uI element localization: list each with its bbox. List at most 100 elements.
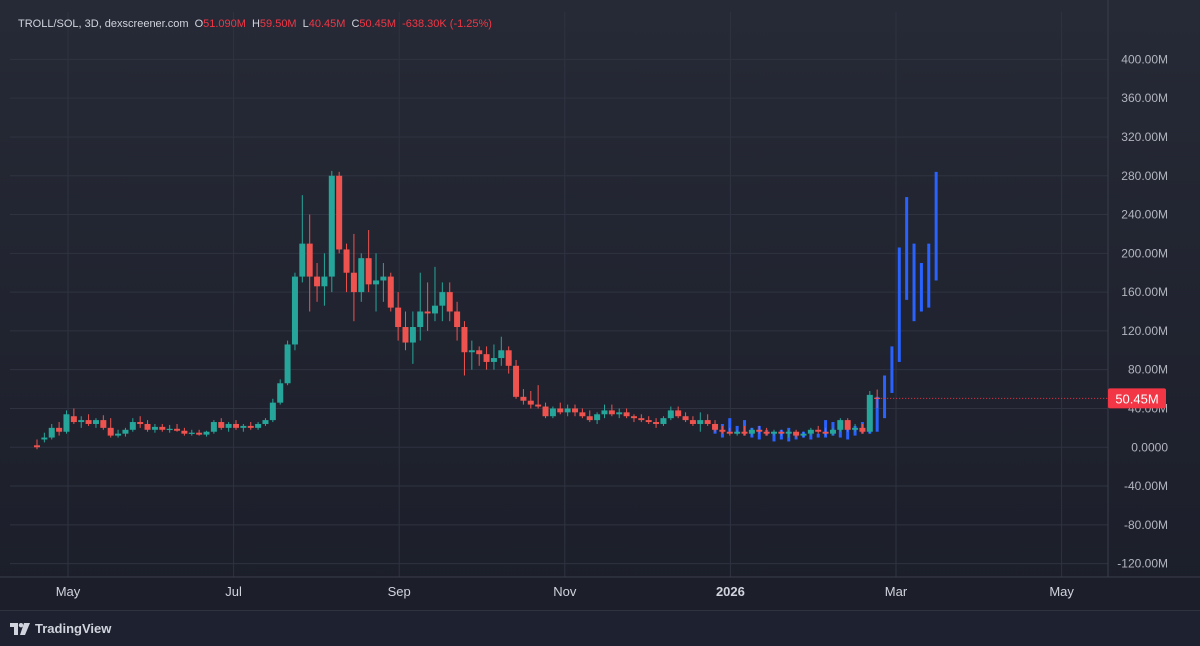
projection-bar: [919, 263, 923, 312]
candle-body: [446, 292, 453, 312]
candle-body: [859, 427, 866, 432]
candle-body: [638, 418, 645, 421]
candle-body: [70, 416, 77, 423]
candle-body: [137, 422, 144, 424]
x-tick-label: Jul: [225, 584, 242, 599]
candle-body: [513, 365, 520, 397]
candle-body: [203, 431, 210, 435]
candle-body: [321, 276, 328, 287]
candle-body: [56, 427, 63, 432]
candle-body: [734, 431, 741, 434]
candle-body: [387, 276, 394, 308]
candle-body: [461, 327, 468, 353]
low-label: L: [302, 18, 309, 30]
candle-body: [63, 414, 70, 432]
candle-body: [549, 408, 556, 417]
candle-body: [395, 307, 402, 328]
candle-body: [277, 383, 284, 403]
y-tick-label: 240.00M: [1121, 208, 1168, 222]
candle-body: [572, 408, 579, 413]
symbol-label: TROLL/SOL, 3D, dexscreener.com: [18, 18, 189, 30]
candle-body: [78, 420, 85, 423]
change-value: -638.30K (-1.25%): [402, 18, 492, 30]
close-label: C: [351, 18, 360, 30]
candle-body: [490, 358, 497, 362]
projection-bar: [912, 243, 916, 322]
candle-body: [874, 397, 881, 399]
candle-body: [689, 420, 696, 424]
candle-body: [144, 423, 151, 430]
candle-body: [660, 418, 667, 424]
candle-body: [262, 420, 269, 424]
candlestick-chart: 400.00M 360.00M 320.00M 280.00M 240.00M 200.0…: [0, 0, 1200, 599]
candle-body: [630, 416, 637, 419]
x-tick-label: 2026: [716, 584, 745, 599]
candle-body: [431, 305, 438, 314]
candle-body: [557, 408, 564, 413]
candle-body: [240, 425, 247, 428]
candle-body: [85, 420, 92, 424]
x-tick-label: Sep: [388, 584, 411, 599]
candle-body: [328, 175, 335, 277]
candle-body: [785, 431, 792, 434]
tradingview-logo-icon: [10, 622, 30, 635]
candle-body: [616, 412, 623, 415]
candle-body: [623, 412, 630, 417]
candle-body: [844, 420, 851, 430]
x-tick-label: Mar: [885, 584, 908, 599]
candle-body: [225, 423, 232, 428]
candle-body: [726, 431, 733, 434]
candle-body: [34, 445, 40, 448]
candle-body: [218, 422, 225, 428]
candle-body: [498, 350, 505, 359]
candle-body: [771, 431, 777, 434]
tradingview-brand-text: TradingView: [35, 621, 112, 636]
candle-body: [586, 416, 593, 421]
candle-body: [247, 425, 254, 428]
footer-bar: TradingView: [0, 610, 1200, 646]
candle-body: [822, 431, 829, 434]
candle-body: [439, 292, 446, 306]
candle-body: [505, 350, 512, 366]
candle-body: [815, 429, 822, 432]
candle-body: [92, 420, 99, 424]
projection-bar: [875, 396, 879, 432]
candle-body: [115, 433, 122, 436]
projection-bar: [816, 433, 820, 438]
candle-body: [188, 432, 195, 434]
candle-body: [380, 276, 387, 281]
candle-body: [299, 243, 306, 277]
candle-body: [601, 410, 608, 415]
candle-body: [778, 431, 785, 434]
candle-body: [542, 406, 549, 417]
projection-bar: [934, 171, 938, 281]
candle-body: [365, 258, 372, 285]
candle-body: [829, 429, 836, 434]
candle-body: [476, 350, 483, 355]
candle-body: [837, 420, 844, 430]
ohlc-legend: TROLL/SOL, 3D, dexscreener.com O 51.090M …: [18, 18, 492, 30]
projection-bar: [927, 243, 931, 308]
candle-body: [350, 272, 357, 293]
tradingview-logo[interactable]: TradingView: [10, 621, 111, 636]
candle-body: [210, 422, 217, 432]
projection-bar: [772, 431, 776, 442]
candle-body: [166, 428, 173, 431]
y-tick-label: 120.00M: [1121, 324, 1168, 338]
open-label: O: [194, 18, 204, 30]
candle-body: [291, 276, 298, 345]
candle-body: [807, 429, 814, 434]
candle-body: [748, 429, 755, 434]
candle-body: [336, 175, 343, 250]
candle-body: [358, 258, 365, 293]
candle-body: [704, 420, 711, 424]
candle-body: [100, 420, 107, 428]
candle-body: [800, 433, 807, 436]
projection-bar: [728, 418, 732, 432]
high-readout: H 59.50M: [252, 18, 297, 30]
x-tick-label: May: [56, 584, 81, 599]
candle-body: [667, 410, 674, 419]
candle-body: [594, 414, 601, 421]
projection-bar: [897, 247, 901, 362]
x-tick-label: May: [1049, 584, 1074, 599]
